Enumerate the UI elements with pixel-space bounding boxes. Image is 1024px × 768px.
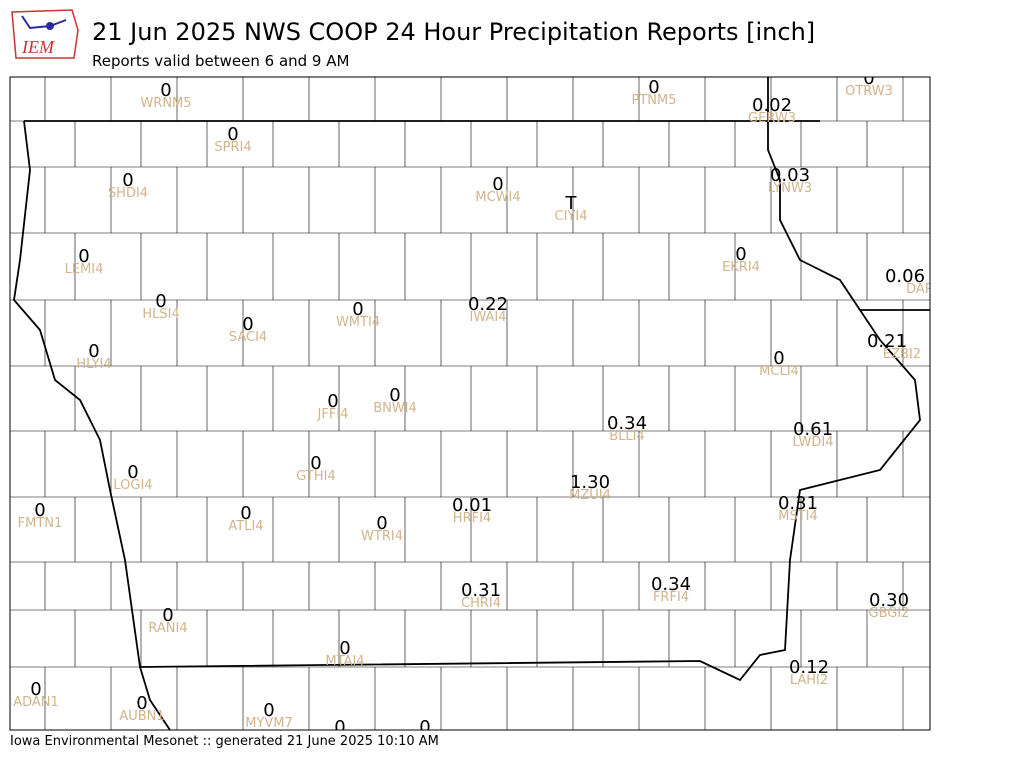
precip-value: 0.30: [869, 590, 909, 611]
map-border: [9, 76, 931, 731]
title: 21 Jun 2025 NWS COOP 24 Hour Precipitati…: [92, 18, 815, 46]
footer: Iowa Environmental Mesonet :: generated …: [10, 734, 439, 749]
precip-value: 0: [30, 679, 41, 700]
precip-value: 0: [162, 605, 173, 626]
station-id: MZUI4: [569, 488, 611, 503]
precip-value: 0: [242, 314, 253, 335]
precip-value: T: [565, 193, 578, 214]
precip-value: 0: [160, 80, 171, 101]
station-id: LWDI4: [792, 435, 833, 450]
station-id: MYVM7: [245, 716, 293, 731]
station-id: FMTN1: [18, 516, 63, 531]
precip-value: 0: [127, 462, 138, 483]
precip-value: 0.31: [461, 580, 501, 601]
station-id: MSTI4: [778, 509, 818, 524]
station-id: EZBI2: [883, 347, 921, 362]
station-id: WMTI4: [336, 315, 380, 330]
precip-value: 0: [419, 717, 430, 738]
subtitle: Reports valid between 6 and 9 AM: [92, 52, 349, 70]
precip-value: 0: [376, 513, 387, 534]
precip-value: 0: [735, 244, 746, 265]
precip-value: 0.02: [752, 95, 792, 116]
precip-value: 0.34: [607, 413, 647, 434]
station-id: GERW3: [748, 111, 796, 126]
station-id: FRFI4: [653, 590, 689, 605]
station-id: SACI4: [229, 330, 267, 345]
station-id: SPRI4: [214, 140, 251, 155]
precip-value: 0: [227, 124, 238, 145]
precip-value: 1.30: [570, 472, 610, 493]
station-id: LEMI4: [65, 262, 104, 277]
station-id: JFFI4: [317, 407, 349, 422]
station-id: IWAI4: [470, 310, 507, 325]
station-id: AUBN1: [119, 709, 164, 724]
precip-value: 0: [34, 500, 45, 521]
precip-value: 0: [352, 299, 363, 320]
precip-value: 0.06: [885, 266, 925, 287]
station-id: HLYI4: [76, 357, 111, 372]
precip-value: 0: [155, 291, 166, 312]
precip-value: 0: [389, 385, 400, 406]
state-border: [139, 309, 930, 730]
station-id: SHDI4: [108, 186, 148, 201]
station-id: RANI4: [148, 621, 187, 636]
station-id: WTRI4: [361, 529, 403, 544]
station-id: ATLI4: [228, 519, 263, 534]
precip-value: 0: [327, 391, 338, 412]
station-id: HRFI4: [453, 511, 491, 526]
station-id: PTNM5: [632, 93, 677, 108]
precip-value: 0: [122, 170, 133, 191]
precip-value: 0: [78, 246, 89, 267]
precip-value: 0: [492, 174, 503, 195]
precip-value: 0: [334, 717, 345, 738]
logo-text: IEM: [21, 37, 55, 57]
precip-value: 0: [263, 700, 274, 721]
station-id: LAHI2: [790, 673, 828, 688]
logo: IEM: [11, 9, 79, 59]
precip-value: 0: [773, 348, 784, 369]
precip-value: 0.01: [452, 495, 492, 516]
station-id: WRNM5: [140, 96, 191, 111]
station-id: MTAI4: [325, 654, 364, 669]
station-id: CIYI4: [555, 209, 588, 224]
precip-value: 0.22: [468, 294, 508, 315]
precip-value: 0: [863, 68, 874, 89]
station-id: MCLI4: [759, 364, 799, 379]
state-border: [13, 77, 921, 682]
county-lines: [10, 77, 930, 730]
map-frame: [10, 77, 930, 730]
precip-value: 0.21: [867, 331, 907, 352]
station-id: BLLI4: [609, 429, 645, 444]
precip-value: 0.34: [651, 574, 691, 595]
station-id: BNWI4: [373, 401, 417, 416]
precip-value: 0: [310, 453, 321, 474]
precip-value: 0: [136, 693, 147, 714]
precip-value: 0: [339, 638, 350, 659]
station-id: CHRI4: [461, 596, 501, 611]
precip-value: 0.61: [793, 419, 833, 440]
precip-value: 0: [648, 77, 659, 98]
station-id: GBGI2: [869, 606, 910, 621]
station-id: HLSI4: [142, 307, 179, 322]
precip-value: 0: [240, 503, 251, 524]
station-id: ADAN1: [13, 695, 59, 710]
station-id: LYNW3: [768, 181, 812, 196]
precip-value: 0.03: [770, 165, 810, 186]
station-id: EKRI4: [722, 260, 760, 275]
station-id: DAR: [906, 282, 934, 297]
precip-value: 0.31: [778, 493, 818, 514]
precip-value: 0.12: [789, 657, 829, 678]
station-id: GTHI4: [296, 469, 335, 484]
station-id: MCWI4: [475, 190, 520, 205]
precip-value: 0: [88, 341, 99, 362]
station-id: LOGI4: [113, 478, 152, 493]
station-id: OTRW3: [845, 84, 893, 99]
